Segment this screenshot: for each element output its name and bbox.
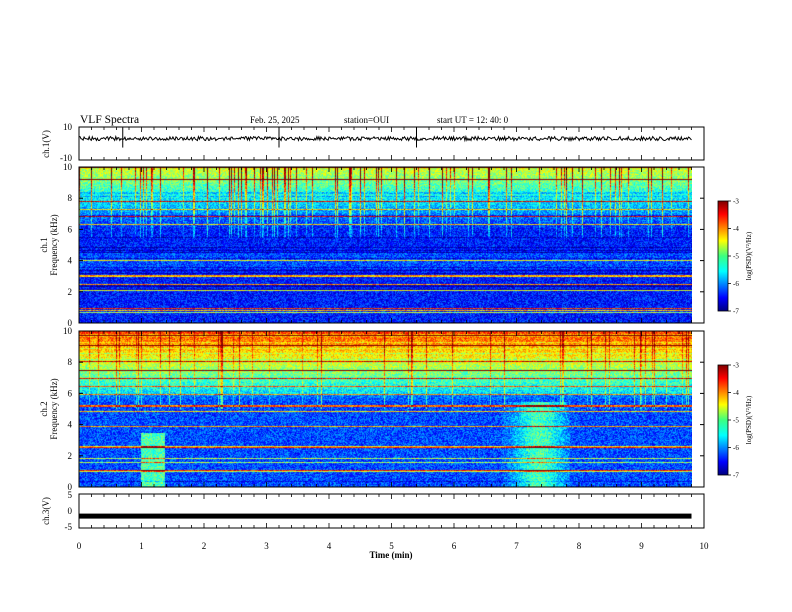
ch2-colorbar bbox=[717, 364, 729, 476]
ch3-wave-ylabel: ch.3(V) bbox=[41, 497, 51, 525]
ch1-wave-ylabel: ch.1(V) bbox=[41, 130, 51, 158]
date-label: Feb. 25, 2025 bbox=[250, 115, 300, 125]
panel-ch1-waveform: 10 -10 ch.1(V) bbox=[41, 122, 705, 163]
ch1-spec-ylabel-channel: ch.1 bbox=[39, 237, 49, 252]
ch3-wave-trace bbox=[79, 513, 692, 519]
ch1-wave-trace bbox=[79, 134, 692, 143]
ch1-cb-tick-1: -4 bbox=[733, 225, 739, 233]
ch2-cb-tick-3: -6 bbox=[733, 444, 739, 452]
ch1-cb-tick-0: -3 bbox=[733, 198, 739, 206]
ch1-cb-tick-3: -6 bbox=[733, 280, 739, 288]
ch2-spec-ytick-4: 8 bbox=[68, 357, 73, 367]
ch1-wave-bg bbox=[79, 127, 704, 160]
x-tick-label-3: 3 bbox=[264, 541, 269, 551]
ch2-spec-ytick-0: 0 bbox=[68, 482, 73, 492]
x-tick-label-1: 1 bbox=[139, 541, 144, 551]
x-tick-label-8: 8 bbox=[577, 541, 582, 551]
x-axis-label: Time (min) bbox=[369, 550, 412, 560]
x-tick-label-4: 4 bbox=[327, 541, 332, 551]
ch2-cb-tick-0: -3 bbox=[733, 362, 739, 370]
ch1-colorbar-ticks: -3 -4 -5 -6 -7 bbox=[728, 198, 739, 316]
ch1-colorbar bbox=[717, 200, 729, 312]
ch1-spec-ytick-4: 8 bbox=[68, 193, 73, 203]
ch2-spec-ytick-2: 4 bbox=[68, 420, 73, 430]
ch1-spec-ytick-3: 6 bbox=[68, 224, 73, 234]
ch2-colorbar-label: log(PSD)(V²/Hz) bbox=[745, 395, 753, 444]
ch2-spec-ylabel-freq: Frequency (kHz) bbox=[49, 378, 59, 439]
ch1-spec-ytick-0: 0 bbox=[68, 318, 73, 328]
ch1-spec-yticks: 0 2 4 6 8 10 bbox=[63, 162, 704, 328]
panel-ch3-waveform: 5 0 -5 ch.3(V) bbox=[41, 490, 705, 532]
ch1-ytick-top: 10 bbox=[63, 122, 73, 132]
x-tick-label-7: 7 bbox=[514, 541, 519, 551]
ch1-spec-ytick-5: 10 bbox=[63, 162, 73, 172]
ch1-spec-ylabel-freq: Frequency (kHz) bbox=[49, 214, 59, 275]
ch1-spectrogram-image bbox=[79, 167, 692, 323]
ch1-colorbar-label: log(PSD)(V²/Hz) bbox=[745, 231, 753, 280]
x-axis-ticks: 0 1 2 3 4 5 6 7 8 9 10 bbox=[77, 127, 709, 551]
x-tick-label-0: 0 bbox=[77, 541, 82, 551]
x-tick-label-2: 2 bbox=[202, 541, 207, 551]
ch3-wave-bg bbox=[79, 494, 704, 528]
x-tick-label-10: 10 bbox=[700, 541, 710, 551]
ch1-spec-ytick-1: 2 bbox=[68, 287, 73, 297]
ch1-wave-spikes bbox=[122, 127, 417, 148]
x-tick-label-5: 5 bbox=[389, 541, 394, 551]
ch3-ytick-top: 5 bbox=[68, 490, 73, 500]
x-tick-label-9: 9 bbox=[639, 541, 644, 551]
ch2-spec-yticks: 0 2 4 6 8 10 bbox=[63, 326, 704, 492]
ch2-cb-tick-2: -5 bbox=[733, 417, 739, 425]
ch3-ytick-mid: 0 bbox=[68, 506, 73, 516]
figure-title: VLF Spectra bbox=[80, 114, 139, 126]
x-tick-label-6: 6 bbox=[452, 541, 457, 551]
ch2-spectrogram-image bbox=[79, 331, 692, 487]
ch2-colorbar-ticks: -3 -4 -5 -6 -7 bbox=[728, 362, 739, 480]
ch2-cb-tick-1: -4 bbox=[733, 389, 739, 397]
start-ut-label: start UT = 12: 40: 0 bbox=[437, 115, 509, 125]
station-label: station=OUI bbox=[344, 115, 389, 125]
ch2-cb-tick-4: -7 bbox=[733, 472, 739, 480]
ch2-spec-ytick-1: 2 bbox=[68, 451, 73, 461]
ch1-spec-ytick-2: 4 bbox=[68, 256, 73, 266]
ch2-spec-ytick-3: 6 bbox=[68, 388, 73, 398]
ch1-cb-tick-4: -7 bbox=[733, 308, 739, 316]
ch2-spec-ytick-5: 10 bbox=[63, 326, 73, 336]
ch1-cb-tick-2: -5 bbox=[733, 253, 739, 261]
ch3-ytick-bottom: -5 bbox=[65, 522, 73, 532]
ch2-spec-ylabel-channel: ch.2 bbox=[39, 401, 49, 416]
ch1-ytick-bottom: -10 bbox=[60, 153, 72, 163]
